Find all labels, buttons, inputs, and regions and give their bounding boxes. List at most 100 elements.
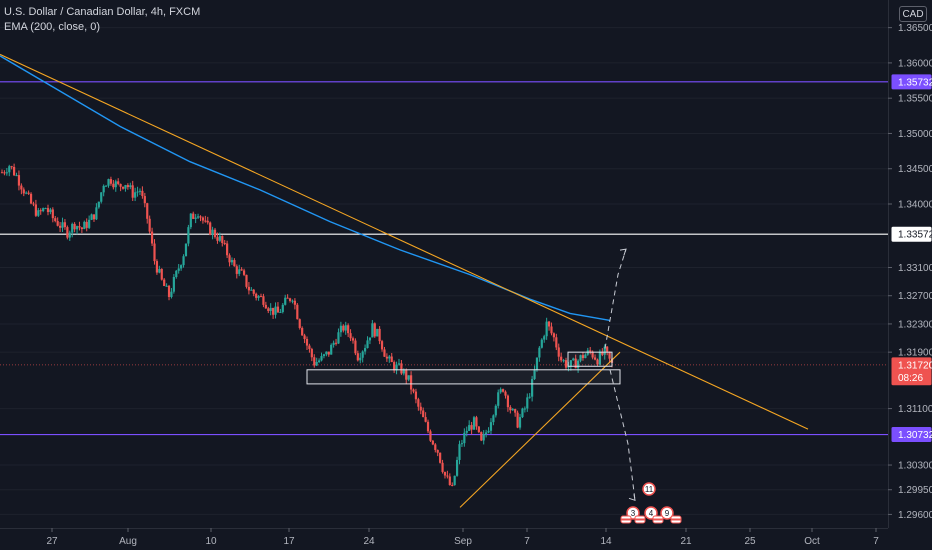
candle-up (95, 207, 98, 220)
candle-up (407, 375, 410, 380)
bearish-projection-path[interactable] (609, 369, 636, 501)
candle-up (325, 351, 328, 355)
candle-down (255, 293, 258, 298)
candle-up (44, 208, 47, 210)
descending-trendline[interactable] (0, 53, 809, 430)
candle-down (313, 357, 316, 366)
currency-badge[interactable]: CAD (899, 6, 927, 22)
consolidation-box[interactable] (567, 351, 613, 367)
candle-down (436, 449, 439, 453)
candle-down (288, 298, 292, 301)
price-tick-label: 1.36000 (898, 58, 932, 69)
candle-up (136, 191, 139, 193)
candle-up (279, 311, 282, 313)
candle-down (264, 304, 267, 309)
candle-down (475, 417, 478, 427)
candle-down (550, 326, 553, 334)
candle-up (330, 344, 333, 355)
candle-down (581, 355, 585, 359)
candle-up (371, 323, 374, 338)
candle-down (327, 351, 330, 355)
candle-down (608, 351, 611, 359)
candle-up (269, 307, 272, 311)
candle-up (158, 269, 161, 273)
drawing-overlays[interactable] (0, 53, 809, 508)
ema-200-line[interactable] (0, 55, 611, 322)
flag-icon[interactable] (670, 515, 682, 524)
candle-down (0, 172, 4, 174)
price-label-white[interactable] (891, 226, 932, 242)
candle-down (206, 220, 209, 223)
price-label-countdown[interactable] (891, 370, 932, 386)
candle-down (54, 218, 57, 222)
time-tick-label: 24 (363, 536, 375, 547)
event-marker[interactable]: 9 (660, 506, 674, 520)
candle-down (29, 193, 33, 204)
candle-down (591, 351, 594, 358)
candle-down (141, 190, 144, 197)
candle-down (10, 166, 13, 168)
event-markers[interactable]: 3 4 9 11 (620, 482, 682, 524)
candle-down (204, 220, 207, 222)
candle-down (552, 333, 556, 338)
time-tick-label: 27 (46, 536, 58, 547)
candle-down (426, 421, 430, 432)
support-zone-box[interactable] (306, 369, 621, 385)
candle-up (463, 432, 466, 444)
candle-down (3, 172, 6, 174)
candle-up (315, 362, 318, 366)
candle-up (218, 236, 221, 241)
event-marker-label: 3 (631, 509, 636, 518)
candle-up (90, 214, 93, 220)
candle-down (235, 266, 238, 274)
candle-down (342, 325, 345, 331)
candle-down (451, 485, 454, 487)
time-axis[interactable]: 27 Aug 10 17 24 Sep 7 14 21 25 Oct 7 (46, 528, 879, 547)
time-tick-label: 14 (600, 536, 612, 547)
flag-icon[interactable] (634, 515, 646, 524)
candle-down (213, 229, 217, 238)
candle-down (501, 389, 505, 392)
candle-down (409, 375, 413, 390)
candle-up (402, 369, 405, 374)
ema-indicator-label[interactable]: EMA (200, close, 0) (4, 21, 100, 33)
event-marker[interactable]: 11 (642, 482, 656, 496)
candle-down (514, 409, 517, 413)
candle-up (397, 363, 401, 365)
candle-up (337, 332, 340, 344)
horizontal-levels[interactable] (0, 81, 888, 436)
candle-up (42, 208, 45, 212)
flag-icon[interactable] (620, 515, 632, 524)
candle-up (177, 268, 180, 271)
candle-down (564, 360, 568, 368)
ascending-trendline[interactable] (459, 351, 621, 508)
price-label-purple[interactable] (891, 427, 932, 443)
candle-up (460, 443, 464, 445)
event-marker-circle (660, 506, 674, 520)
candle-up (61, 222, 64, 228)
flag-icon[interactable] (652, 515, 664, 524)
candle-up (49, 209, 52, 213)
candle-up (102, 185, 105, 193)
candle-down (155, 261, 159, 273)
symbol-title[interactable]: U.S. Dollar / Canadian Dollar, 4h, FXCM (4, 6, 201, 18)
candle-down (216, 237, 219, 241)
candle-up (535, 357, 539, 371)
candle-up (562, 360, 565, 362)
candle-down (199, 216, 202, 218)
candle-down (555, 337, 558, 348)
flag-icon-stripe (671, 518, 681, 521)
bullish-projection-path[interactable] (604, 249, 627, 349)
candle-up (363, 348, 367, 352)
candle-down (209, 222, 212, 235)
candle-down (470, 425, 473, 430)
price-label-purple[interactable] (891, 74, 932, 90)
candle-down (504, 391, 507, 396)
candle-up (134, 192, 137, 198)
candle-up (83, 221, 86, 230)
candle-down (310, 349, 313, 358)
candle-down (378, 328, 381, 342)
price-axis[interactable]: 1.36500 1.36000 1.35500 1.35000 1.34500 1.340… (888, 23, 932, 521)
candle-down (226, 243, 229, 256)
